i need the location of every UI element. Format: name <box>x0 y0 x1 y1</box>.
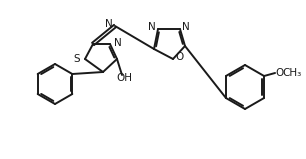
Text: O: O <box>175 52 183 62</box>
Text: O: O <box>275 68 283 78</box>
Text: N: N <box>105 19 113 29</box>
Text: CH₃: CH₃ <box>282 68 302 78</box>
Text: N: N <box>114 38 122 48</box>
Text: N: N <box>148 22 156 32</box>
Text: OH: OH <box>116 73 132 83</box>
Text: S: S <box>74 54 80 64</box>
Text: N: N <box>182 22 190 32</box>
